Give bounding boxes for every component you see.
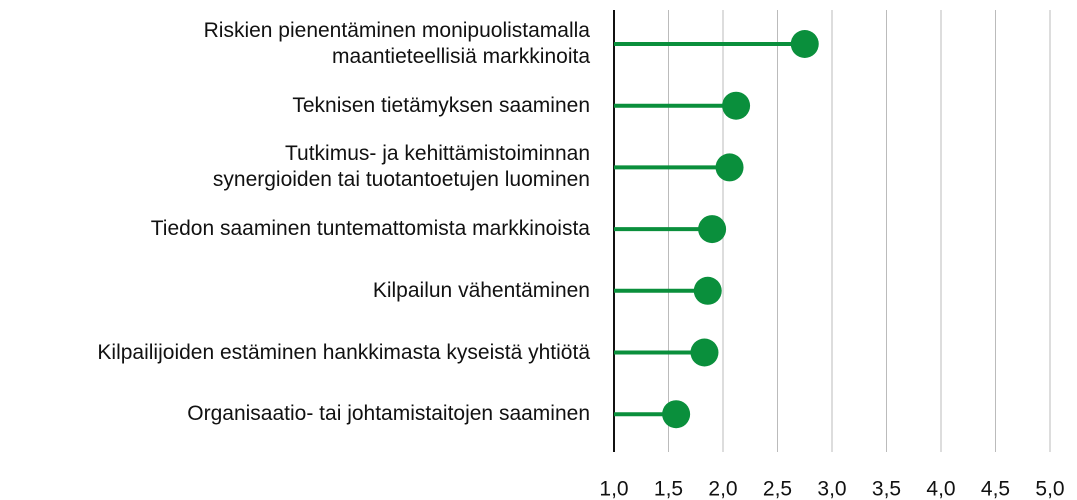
dot [698, 215, 727, 244]
category-label: Kilpailun vähentäminen [372, 278, 590, 302]
x-tick-label: 4,5 [981, 478, 1010, 500]
x-tick-label: 5,0 [1035, 478, 1064, 500]
x-tick-label: 1,0 [599, 478, 628, 500]
x-tick-label: 3,0 [817, 478, 846, 500]
category-label: Riskien pienentäminen monipuolistamalla … [203, 19, 590, 68]
x-tick-label: 2,5 [763, 478, 792, 500]
dot [722, 91, 751, 120]
category-label: Teknisen tietämyksen saaminen [292, 93, 590, 117]
category-label: Kilpailijoiden estäminen hankkimasta kys… [97, 340, 590, 364]
category-label: Organisaatio- tai johtamistaitojen saami… [187, 402, 590, 426]
dot [790, 30, 819, 58]
dot [693, 276, 722, 305]
category-label: Tutkimus- ja kehittämistoiminnan synergi… [212, 142, 590, 192]
dot [715, 153, 744, 182]
x-tick-label: 1,5 [654, 478, 683, 500]
category-label: Tiedon saaminen tuntemattomista markkino… [150, 217, 590, 241]
dot [662, 400, 691, 429]
x-tick-label: 3,5 [872, 478, 901, 500]
x-tick-label: 2,0 [708, 478, 737, 500]
dot [690, 338, 719, 367]
x-tick-label: 4,0 [926, 478, 955, 500]
